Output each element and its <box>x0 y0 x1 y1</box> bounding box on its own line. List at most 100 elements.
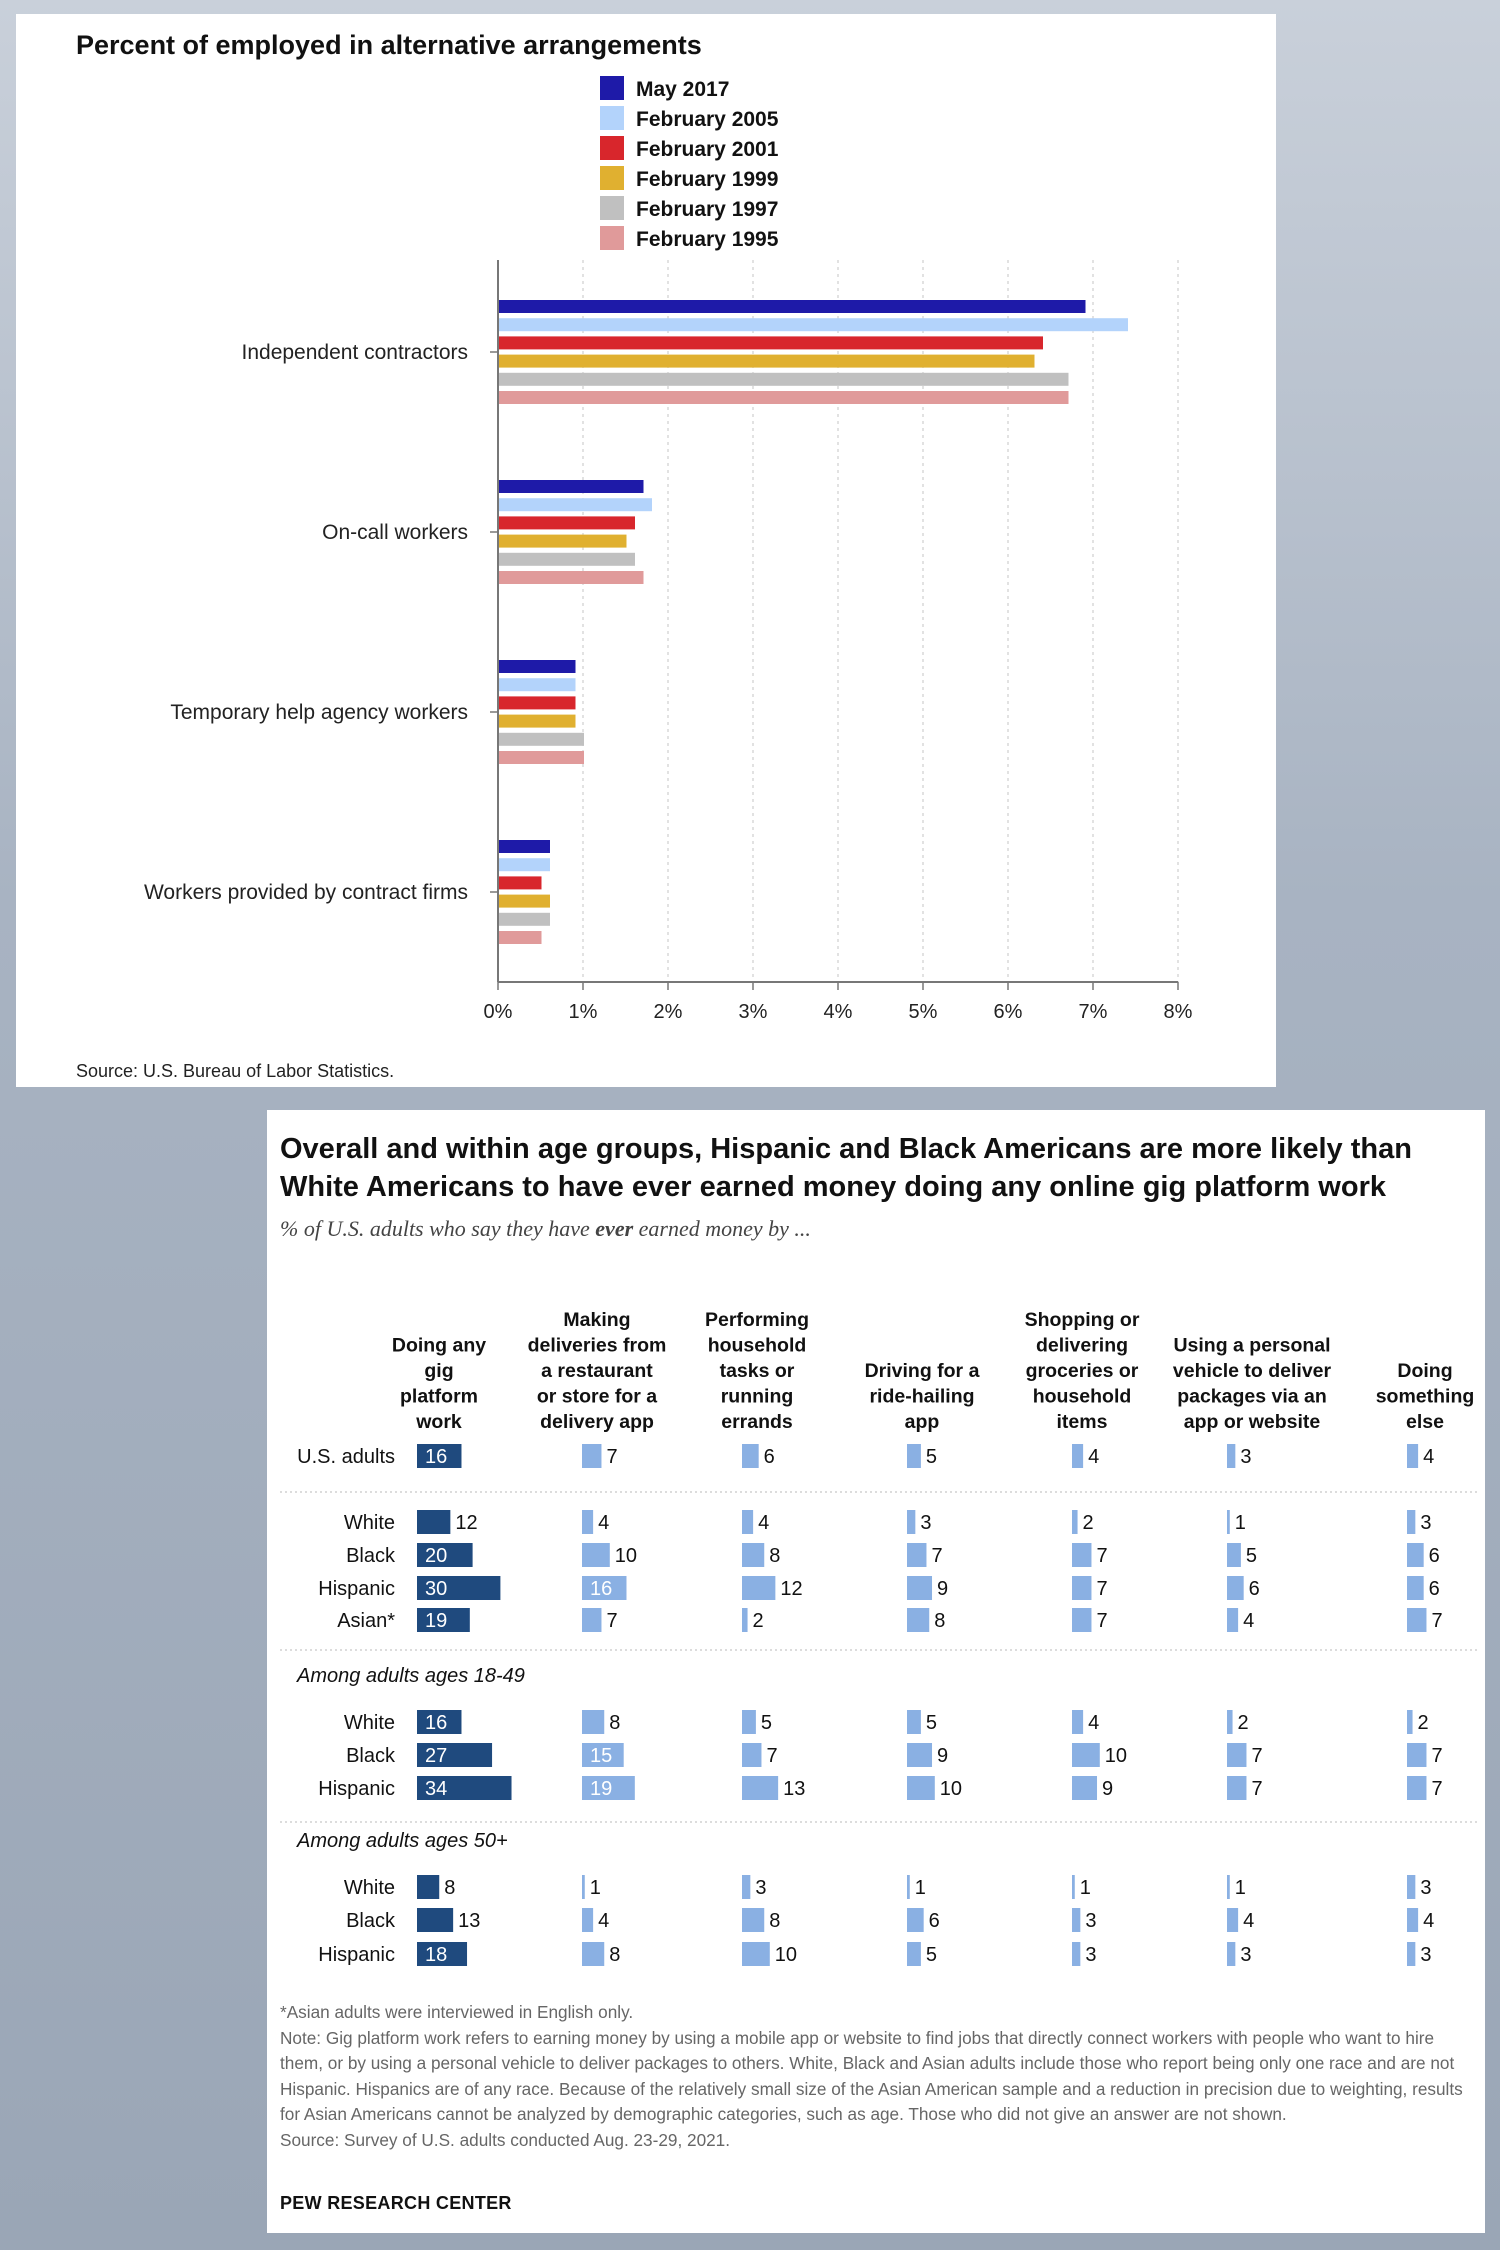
value-label: 2 <box>753 1610 764 1632</box>
value-label: 3 <box>1420 1512 1431 1534</box>
legend-swatch <box>600 136 624 160</box>
category-label: On-call workers <box>322 521 468 544</box>
bar <box>499 516 635 530</box>
value-bar <box>1227 1543 1241 1567</box>
value-label: 2 <box>1418 1712 1429 1734</box>
value-bar <box>742 1510 754 1534</box>
value-label: 7 <box>1096 1610 1107 1632</box>
pew-chart-subtitle: % of U.S. adults who say they have ever … <box>280 1216 811 1242</box>
value-label: 6 <box>1429 1545 1440 1567</box>
value-bar <box>582 1576 627 1600</box>
legend-label: May 2017 <box>636 78 729 101</box>
value-bar <box>742 1942 770 1966</box>
value-label: 19 <box>590 1778 612 1800</box>
bar <box>499 912 550 926</box>
legend-label: February 1999 <box>636 168 778 191</box>
row-label: Hispanic <box>318 1778 395 1800</box>
value-label: 1 <box>590 1877 601 1899</box>
value-label: 4 <box>1088 1712 1099 1734</box>
row-label: U.S. adults <box>297 1446 395 1468</box>
bls-chart-source: Source: U.S. Bureau of Labor Statistics. <box>76 1061 395 1081</box>
x-tick-label: 0% <box>484 1001 513 1023</box>
x-tick-label: 3% <box>739 1001 768 1023</box>
bar <box>499 732 584 746</box>
legend-swatch <box>600 196 624 220</box>
pew-footnote: *Asian adults were interviewed in Englis… <box>280 2002 634 2022</box>
category-label: Independent contractors <box>242 341 469 364</box>
pew-notes: *Asian adults were interviewed in Englis… <box>280 2000 1475 2153</box>
value-bar <box>582 1875 585 1899</box>
value-bar <box>742 1908 765 1932</box>
value-label: 34 <box>425 1778 447 1800</box>
bar <box>499 660 576 673</box>
column-header: Performing household tasks or running errand… <box>705 1309 809 1433</box>
value-bar <box>907 1875 910 1899</box>
value-label: 12 <box>455 1512 477 1534</box>
value-label: 6 <box>1249 1578 1260 1600</box>
value-label: 7 <box>1251 1778 1262 1800</box>
bar <box>499 876 542 890</box>
category-label: Temporary help agency workers <box>170 701 468 724</box>
pew-chart-svg: Doing any gig platform work Making deliveries… <box>280 1309 1477 1966</box>
subtitle-part-2: earned money by ... <box>633 1216 811 1241</box>
value-bar <box>907 1576 933 1600</box>
value-bar <box>907 1908 924 1932</box>
value-label: 8 <box>609 1944 620 1966</box>
value-label: 10 <box>775 1944 797 1966</box>
x-tick-label: 5% <box>909 1001 938 1023</box>
value-label: 5 <box>926 1944 937 1966</box>
bar <box>499 858 550 872</box>
x-tick-label: 6% <box>994 1001 1023 1023</box>
x-tick-label: 1% <box>569 1001 598 1023</box>
bar <box>499 354 1035 368</box>
value-bar <box>1227 1743 1247 1767</box>
value-label: 4 <box>1243 1610 1254 1632</box>
value-label: 5 <box>926 1446 937 1468</box>
row-label: White <box>344 1712 395 1734</box>
value-bar <box>417 1576 501 1600</box>
bar <box>499 391 1069 404</box>
legend-label: February 2005 <box>636 108 779 131</box>
value-bar <box>417 1608 470 1632</box>
value-bar <box>1227 1942 1236 1966</box>
bar <box>499 894 550 908</box>
bar <box>499 336 1043 350</box>
value-label: 3 <box>1420 1877 1431 1899</box>
value-label: 4 <box>1088 1446 1099 1468</box>
value-label: 10 <box>1105 1745 1127 1767</box>
value-label: 16 <box>590 1578 612 1600</box>
pew-note: Note: Gig platform work refers to earnin… <box>280 2027 1463 2125</box>
value-label: 9 <box>1102 1778 1113 1800</box>
value-bar <box>1407 1543 1424 1567</box>
value-bar <box>1072 1710 1084 1734</box>
value-bar <box>582 1444 602 1468</box>
value-label: 6 <box>1429 1578 1440 1600</box>
bar <box>499 840 550 853</box>
value-bar <box>1072 1608 1092 1632</box>
value-label: 4 <box>1423 1446 1434 1468</box>
value-bar <box>417 1710 462 1734</box>
value-label: 10 <box>940 1778 962 1800</box>
value-label: 7 <box>1431 1778 1442 1800</box>
value-bar <box>742 1743 762 1767</box>
value-label: 5 <box>926 1712 937 1734</box>
pew-chart-title: Overall and within age groups, Hispanic … <box>280 1133 1412 1203</box>
value-bar <box>1072 1908 1081 1932</box>
value-bar <box>417 1908 454 1932</box>
value-label: 13 <box>458 1910 480 1932</box>
value-bar <box>907 1710 921 1734</box>
bar <box>499 498 652 512</box>
value-label: 7 <box>1431 1610 1442 1632</box>
column-header: Doing any gig platform work <box>392 1335 486 1434</box>
value-label: 9 <box>937 1578 948 1600</box>
value-bar <box>1407 1576 1424 1600</box>
row-label: Black <box>346 1745 396 1767</box>
value-label: 2 <box>1238 1712 1249 1734</box>
value-bar <box>1407 1710 1413 1734</box>
row-label: Asian* <box>337 1610 395 1632</box>
value-label: 1 <box>915 1877 926 1899</box>
legend-swatch <box>600 106 624 130</box>
x-tick-label: 2% <box>654 1001 683 1023</box>
value-label: 7 <box>1251 1745 1262 1767</box>
value-bar <box>1072 1875 1075 1899</box>
